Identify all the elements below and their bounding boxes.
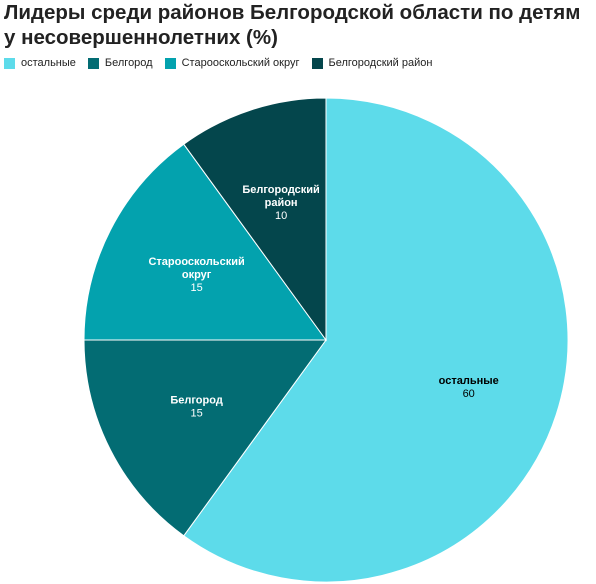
slice-name-text: район <box>265 197 298 209</box>
slice-value-text: 15 <box>190 407 202 419</box>
slice-name-text: округ <box>182 269 212 281</box>
slice-name-text: Старооскольский <box>148 256 244 268</box>
legend-swatch <box>311 57 323 69</box>
legend-label: остальные <box>21 57 76 69</box>
slice-value-text: 10 <box>275 210 287 222</box>
pie-slice-2[interactable] <box>83 339 327 537</box>
legend-label: Белгородский район <box>328 57 433 69</box>
pie-slice-3[interactable] <box>83 143 327 341</box>
legend-item-ostalnye[interactable]: остальные <box>4 57 76 69</box>
legend: остальные Белгород Старооскольский округ… <box>4 56 444 70</box>
slice-name-text: Белгородский <box>242 184 319 196</box>
legend-swatch <box>164 57 176 69</box>
legend-label: Старооскольский округ <box>181 57 300 69</box>
legend-swatch <box>87 57 99 69</box>
legend-item-belgorod[interactable]: Белгород <box>87 57 153 69</box>
slice-value-text: 60 <box>463 388 475 400</box>
slice-name-text: остальные <box>439 375 499 387</box>
pie-slice-1[interactable] <box>183 97 569 583</box>
legend-label: Белгород <box>104 57 153 69</box>
pie-slice-4[interactable] <box>183 97 327 342</box>
slice-name-text: Белгород <box>170 394 222 406</box>
legend-item-starooskolsky[interactable]: Старооскольский округ <box>164 57 300 69</box>
legend-swatch <box>4 57 15 69</box>
slice-value-text: 15 <box>190 282 202 294</box>
legend-item-belgorodsky-rayon[interactable]: Белгородский район <box>311 57 433 69</box>
chart-title: Лидеры среди районов Белгородской област… <box>4 1 581 49</box>
